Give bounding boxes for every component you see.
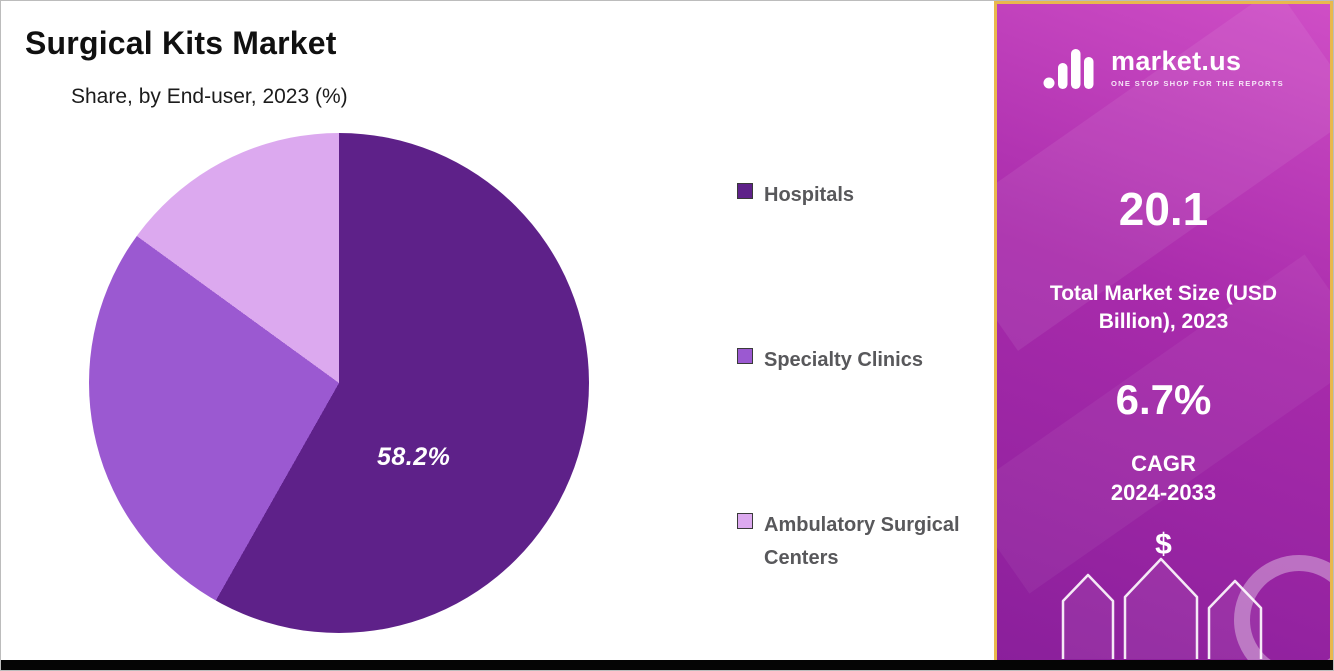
cagr-period: 2024-2033 xyxy=(1110,479,1217,505)
logo-tagline: ONE STOP SHOP FOR THE REPORTS xyxy=(1111,79,1284,88)
pie-data-label: 58.2% xyxy=(377,443,451,471)
legend-label: Ambulatory Surgical Centers xyxy=(764,514,960,569)
cagr-label-block: CAGR 2024-2033 xyxy=(997,450,1330,507)
legend-label: Hospitals xyxy=(764,184,855,206)
cagr-label: CAGR xyxy=(1131,451,1196,476)
marketus-logo-icon xyxy=(1043,49,1094,89)
legend-swatch xyxy=(737,513,753,529)
pie-chart-wrap: 58.2% xyxy=(89,133,589,633)
legend: Hospitals Specialty Clinics Ambulatory Sur… xyxy=(737,179,972,575)
legend-item: Specialty Clinics xyxy=(737,344,972,377)
legend-swatch xyxy=(737,348,753,364)
dollar-sign: $ xyxy=(1155,528,1172,561)
marketus-logo: market.us ONE STOP SHOP FOR THE REPORTS xyxy=(997,44,1330,90)
cagr-value: 6.7% xyxy=(1115,376,1212,423)
growth-arrows-icon xyxy=(1061,557,1263,659)
pie-chart xyxy=(89,133,589,633)
page-title: Surgical Kits Market xyxy=(25,25,337,61)
chart-subtitle: Share, by End-user, 2023 (%) xyxy=(71,85,348,108)
logo-wordmark: market.us xyxy=(1111,46,1242,76)
legend-item: Ambulatory Surgical Centers xyxy=(737,509,972,575)
logo-text-block: market.us ONE STOP SHOP FOR THE REPORTS xyxy=(1111,46,1284,88)
market-size-value: 20.1 xyxy=(1118,183,1209,235)
market-size-label: Total Market Size (USD Billion), 2023 xyxy=(1049,282,1278,334)
chart-panel: Surgical Kits Market Share, by End-user,… xyxy=(1,1,994,660)
sidebar: market.us ONE STOP SHOP FOR THE REPORTS … xyxy=(994,1,1333,670)
legend-item: Hospitals xyxy=(737,179,972,212)
bottom-bar xyxy=(1,660,1333,670)
legend-swatch xyxy=(737,183,753,199)
legend-label: Specialty Clinics xyxy=(764,349,923,371)
